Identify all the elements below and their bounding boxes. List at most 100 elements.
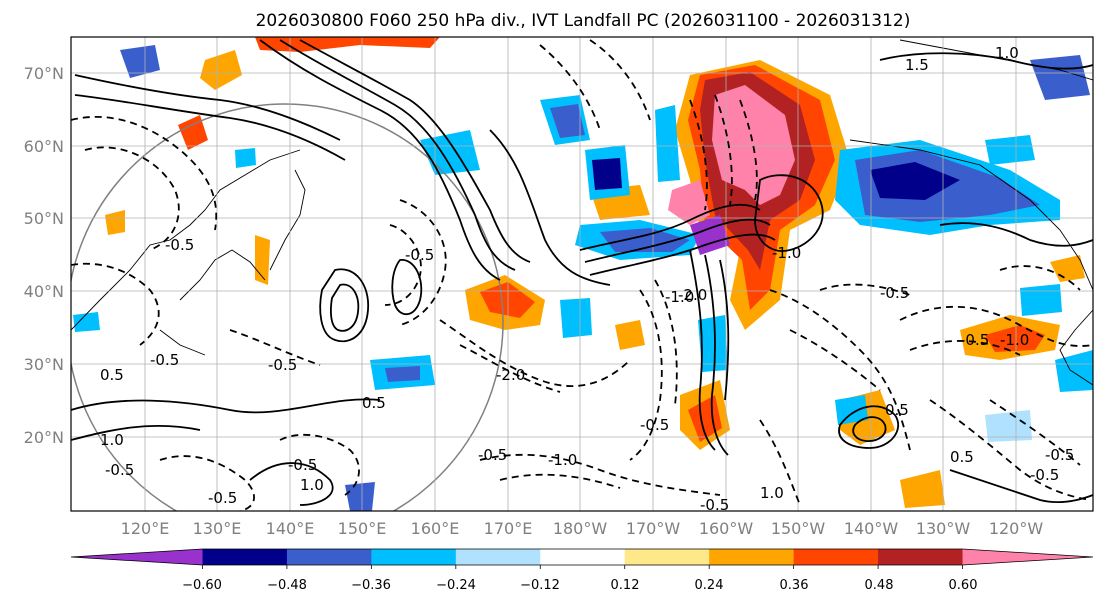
colorbar-tick-label: −0.12 — [520, 578, 560, 593]
colorbar-tick-label: 0.12 — [611, 578, 640, 593]
contour-label: -1.0 — [772, 244, 801, 262]
shade-patch — [592, 158, 622, 190]
shade-patch — [985, 410, 1032, 442]
positive-contours — [71, 39, 1093, 506]
lon-label: 160°W — [699, 519, 754, 538]
contour-label: 1.0 — [300, 476, 324, 494]
lon-label: 170°W — [626, 519, 681, 538]
shade-patch — [73, 312, 100, 332]
shade-patch — [550, 104, 585, 138]
shade-patch — [105, 210, 125, 235]
colorbar-tick-label: 0.60 — [949, 578, 978, 593]
colorbar-tick-label: −0.48 — [267, 578, 307, 593]
shade-patch — [835, 395, 868, 425]
contour-label: -0.5 — [165, 236, 194, 254]
shade-patch — [698, 315, 728, 372]
colorbar-segment — [624, 549, 710, 565]
negative-contours — [71, 39, 1093, 511]
contour-label: 1.5 — [905, 56, 929, 74]
map-frame — [70, 36, 1094, 512]
shade-patch — [900, 470, 945, 508]
colorbar-ticks: −0.60 −0.48 −0.36 −0.24 −0.12 0.12 0.24 … — [182, 578, 977, 593]
lat-label: 30°N — [24, 355, 64, 374]
shade-patch — [560, 298, 592, 338]
latitude-labels: 70°N 60°N 50°N 40°N 30°N 20°N — [24, 64, 64, 447]
figure-title: 2026030800 F060 250 hPa div., IVT Landfa… — [256, 11, 911, 31]
colorbar-segment — [793, 549, 879, 565]
colorbar-segment — [71, 549, 203, 565]
map-panel: 1.5 1.0 -0.5 -0.5 -0.5 0.5 -0.5 -0.5 -2.… — [70, 36, 1094, 514]
contour-label: 1.0 — [760, 484, 784, 502]
contour-labels: 1.5 1.0 -0.5 -0.5 -0.5 0.5 -0.5 -0.5 -2.… — [100, 44, 1074, 514]
contour-label: -0.5 — [700, 496, 729, 514]
graticule — [71, 37, 1093, 511]
contour-label: -2.0 — [678, 286, 707, 304]
lon-label: 160°E — [411, 519, 460, 538]
shade-patch — [1055, 350, 1093, 392]
contour-label: -0.5 — [208, 489, 237, 507]
contour-label: -0.5 — [268, 356, 297, 374]
lon-label: 130°E — [193, 519, 242, 538]
shade-patch — [385, 366, 420, 382]
shade-patch — [200, 50, 242, 90]
lat-label: 40°N — [24, 282, 64, 301]
colorbar-tick-label: 0.24 — [695, 578, 724, 593]
lon-label: 150°E — [338, 519, 387, 538]
shade-patch — [1020, 284, 1062, 316]
colorbar-tick-label: −0.24 — [436, 578, 476, 593]
colorbar-segment — [709, 549, 795, 565]
lon-label: 140°E — [266, 519, 315, 538]
contour-label: -0.5 — [960, 331, 989, 349]
contour-label: -0.5 — [1030, 466, 1059, 484]
shade-patch — [178, 115, 208, 150]
contour-label: 0.5 — [100, 366, 124, 384]
shade-patch — [120, 45, 160, 78]
shade-patch — [600, 228, 690, 252]
colorbar-segment — [371, 549, 457, 565]
lon-label: 140°W — [844, 519, 899, 538]
longitude-labels: 120°E 130°E 140°E 150°E 160°E 170°E 180°… — [121, 519, 1044, 538]
contour-label: 1.0 — [995, 44, 1019, 62]
shade-patch — [615, 320, 645, 350]
lat-label: 20°N — [24, 428, 64, 447]
contour-label: -1.0 — [665, 288, 694, 306]
colorbar-segment — [962, 549, 1093, 565]
shade-patch — [235, 148, 256, 168]
colorbar-tick-label: 0.48 — [865, 578, 894, 593]
shade-patch — [345, 482, 375, 511]
colorbar-segment — [540, 549, 626, 565]
contour-label: 0.5 — [950, 448, 974, 466]
colorbar-segment — [455, 549, 541, 565]
colorbar: −0.60 −0.48 −0.36 −0.24 −0.12 0.12 0.24 … — [70, 548, 1094, 593]
contour-label: -1.0 — [548, 451, 577, 469]
colorbar-tick-label: −0.36 — [351, 578, 391, 593]
shade-patch — [668, 180, 710, 225]
lon-label: 120°E — [121, 519, 170, 538]
shade-patch — [688, 395, 722, 442]
contour-label: -2.0 — [496, 366, 525, 384]
lon-label: 120°W — [989, 519, 1044, 538]
colorbar-tick-label: 0.36 — [780, 578, 809, 593]
contour-label: -0.5 — [880, 284, 909, 302]
contour-label: -0.5 — [640, 416, 669, 434]
contour-label: -0.5 — [150, 351, 179, 369]
lon-label: 180°W — [553, 519, 608, 538]
contour-label: -1.0 — [1000, 331, 1029, 349]
colorbar-segment — [286, 549, 372, 565]
lat-label: 50°N — [24, 209, 64, 228]
contour-label: 0.5 — [885, 401, 909, 419]
contour-label: 1.0 — [100, 431, 124, 449]
contour-label: -0.5 — [405, 246, 434, 264]
landfall-circle — [71, 103, 504, 511]
colorbar-tick-label: −0.60 — [182, 578, 222, 593]
colorbar-segment — [878, 549, 964, 565]
shade-patch — [870, 162, 960, 200]
lon-label: 170°E — [484, 519, 533, 538]
map-field: 1.5 1.0 -0.5 -0.5 -0.5 0.5 -0.5 -0.5 -2.… — [71, 37, 1093, 514]
lon-label: 150°W — [771, 519, 826, 538]
contour-label: -0.5 — [105, 461, 134, 479]
lat-label: 60°N — [24, 137, 64, 156]
colorbar-segments — [70, 548, 1094, 569]
contour-label: -0.5 — [1045, 446, 1074, 464]
